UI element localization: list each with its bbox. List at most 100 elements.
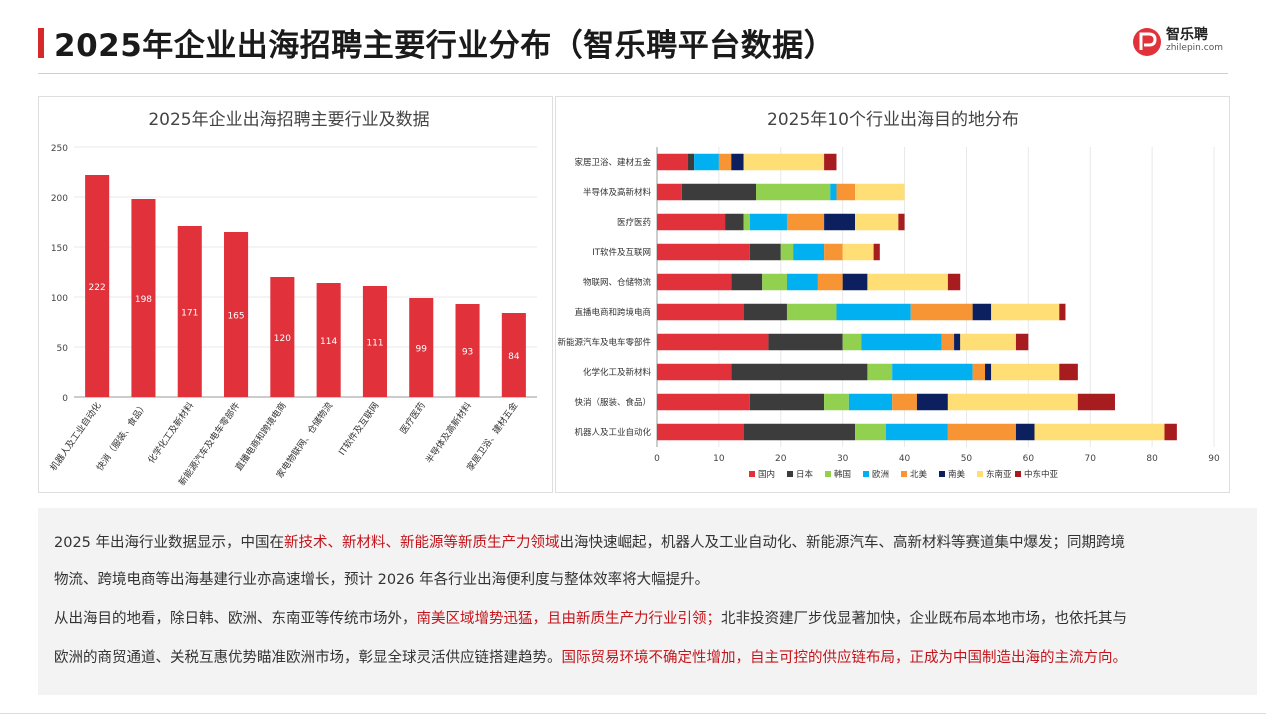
bar-segment: [824, 153, 837, 171]
header-divider: [38, 73, 1228, 74]
bar-segment: [725, 213, 744, 231]
bar: [501, 313, 526, 397]
x-tick-label: 0: [654, 454, 660, 464]
bar-segment: [947, 393, 1078, 411]
bar-segment: [1059, 303, 1066, 321]
legend-swatch: [939, 471, 945, 477]
x-tick-label: 80: [1146, 454, 1158, 464]
bar-segment: [947, 423, 1016, 441]
brand-name: 智乐聘: [1166, 27, 1208, 43]
bar-value-label: 111: [366, 339, 383, 349]
bar-value-label: 114: [320, 337, 337, 347]
footer-divider: [0, 713, 1266, 714]
bar-segment: [855, 423, 886, 441]
bar-segment: [916, 393, 948, 411]
y-tick-label: 50: [57, 344, 69, 354]
bar-segment: [842, 243, 874, 261]
bar-segment: [842, 273, 868, 291]
legend-label: 欧洲: [872, 469, 889, 480]
legend-label: 东南亚: [986, 469, 1012, 480]
bar-segment: [762, 273, 787, 291]
x-tick-label: 70: [1084, 454, 1096, 464]
bar-segment: [1015, 423, 1035, 441]
x-tick-label: 10: [713, 454, 725, 464]
bar-segment: [681, 183, 757, 201]
x-tick-label: 医疗医药: [397, 400, 427, 436]
bar-segment: [657, 393, 750, 411]
bar-segment: [824, 393, 849, 411]
bar-segment: [743, 303, 787, 321]
bar-value-label: 171: [181, 309, 198, 319]
summary-paragraph-1-line-2: 物流、跨境电商等出海基建行业亦高速增长，预计 2026 年各行业出海便利度与整体…: [54, 572, 710, 588]
industry-bar-chart: 2025年企业出海招聘主要行业及数据 0 50 100 150 200 250 222 机器人及…: [47, 110, 537, 488]
bar-segment: [657, 363, 732, 381]
y-tick-label: 200: [51, 194, 68, 204]
brand-logo-icon: [1133, 28, 1161, 56]
bar-segment: [768, 333, 843, 351]
legend-swatch: [901, 471, 907, 477]
bar-segment: [954, 333, 961, 351]
bar-segment: [694, 153, 719, 171]
x-tick-label: 90: [1208, 454, 1220, 464]
y-tick-label: 半导体及高新材料: [583, 187, 652, 198]
bar-segment: [1015, 333, 1029, 351]
bar-segment: [657, 423, 744, 441]
bar-segment: [898, 213, 905, 231]
bar-segment: [749, 393, 825, 411]
legend-swatch: [1015, 471, 1021, 477]
x-tick-label: 快消（服装、食品）: [94, 400, 150, 473]
bar-segment: [1059, 363, 1078, 381]
bar: [270, 277, 295, 397]
summary-paragraph-1-line-1: 2025 年出海行业数据显示，中国在新技术、新材料、新能源等新质生产力领域出海快…: [54, 535, 1126, 551]
bar-segment: [1034, 423, 1165, 441]
bar: [316, 283, 341, 397]
bar-segment: [836, 303, 911, 321]
bar-value-label: 84: [508, 352, 520, 362]
bar-segment: [972, 303, 992, 321]
y-tick-label: 物联网、仓储物流: [583, 277, 652, 288]
bar-segment: [892, 363, 973, 381]
y-tick-label: 150: [51, 244, 68, 254]
bar-segment: [855, 213, 899, 231]
bar-segment: [657, 153, 688, 171]
bar-segment: [960, 333, 1016, 351]
legend-label: 北美: [910, 469, 928, 480]
bar-segment: [657, 213, 726, 231]
bar-segment: [830, 183, 837, 201]
page-title: 2025年企业出海招聘主要行业分布（智乐聘平台数据）: [54, 28, 836, 64]
bar-value-label: 198: [135, 295, 152, 305]
x-tick-label: 30: [837, 454, 849, 464]
legend-label: 日本: [796, 469, 814, 480]
bar-segment: [1164, 423, 1177, 441]
bar-segment: [885, 423, 948, 441]
bar-segment: [731, 363, 868, 381]
bar-segment: [861, 333, 942, 351]
bar-segment: [817, 273, 843, 291]
bar-segment: [972, 363, 986, 381]
bar-segment: [842, 333, 862, 351]
bar-segment: [867, 273, 948, 291]
bar-segment: [892, 393, 917, 411]
bar: [177, 226, 202, 397]
industry-bar-chart-panel: 2025年企业出海招聘主要行业及数据 0 50 100 150 200 250 222 机器人及…: [38, 96, 553, 493]
destination-stacked-chart-panel: 2025年10个行业出海目的地分布 0 10 20 30 40 50 60 70 80 90 家居卫浴…: [555, 96, 1230, 493]
bar-segment: [743, 423, 856, 441]
bar-segment: [687, 153, 695, 171]
bar-segment: [824, 243, 843, 261]
bar-segment: [786, 303, 837, 321]
y-tick-label: 直播电商和跨境电商: [574, 307, 651, 318]
summary-highlight-1: 新技术、新材料、新能源等新质生产力领域: [284, 535, 560, 551]
y-tick-label: 250: [51, 144, 68, 154]
bar-segment: [1077, 393, 1115, 411]
bar-segment: [749, 213, 787, 231]
legend-swatch: [863, 471, 869, 477]
bar-segment: [718, 153, 732, 171]
bar: [224, 232, 249, 397]
y-tick-label: 快消（服装、食品）: [574, 397, 651, 408]
bar-segment: [947, 273, 961, 291]
summary-box: [38, 508, 1257, 695]
legend-swatch: [749, 471, 755, 477]
bar: [455, 304, 480, 397]
y-tick-label: 0: [62, 394, 68, 404]
summary-paragraph-2-line-2: 欧洲的商贸通道、关税互惠优势瞄准欧洲市场，彰显全球灵活供应链搭建趋势。国际贸易环…: [54, 650, 1127, 666]
